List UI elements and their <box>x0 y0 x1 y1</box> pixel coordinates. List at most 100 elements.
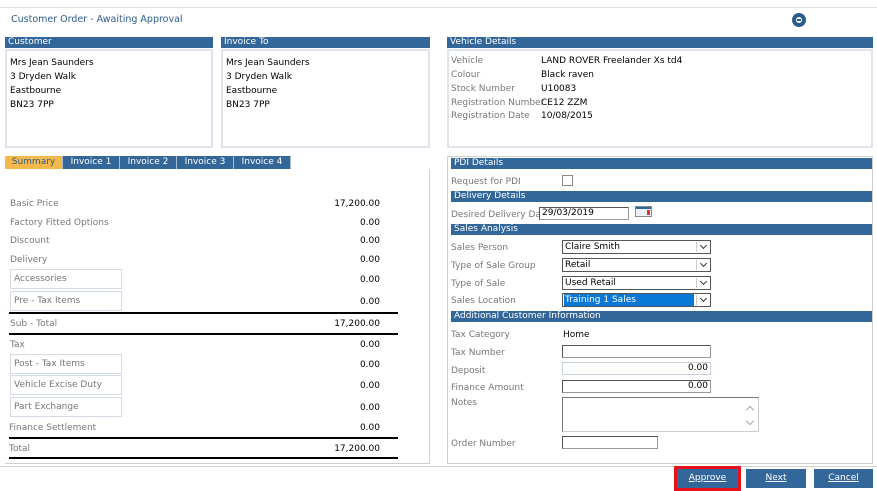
part-exchange-button[interactable]: Part Exchange <box>10 397 122 417</box>
colour-label: Colour <box>451 70 481 80</box>
tab-summary[interactable]: Summary <box>5 156 63 169</box>
type-of-sale-select[interactable]: Used Retail <box>562 276 711 290</box>
tax-label: Tax <box>10 340 25 350</box>
customer-name: Mrs Jean Saunders <box>10 58 94 68</box>
sales-location-label: Sales Location <box>451 296 516 306</box>
scroll-down-icon[interactable] <box>745 416 755 426</box>
pdi-details-header: PDI Details <box>451 158 872 169</box>
scroll-up-icon[interactable] <box>745 405 755 415</box>
help-chat-icon[interactable] <box>792 13 806 27</box>
notes-label: Notes <box>451 398 477 408</box>
sales-location-value: Training 1 Sales <box>564 294 694 306</box>
pre-tax-items-button[interactable]: Pre - Tax Items <box>10 291 122 311</box>
colour-value: Black raven <box>541 70 594 80</box>
desired-delivery-date-input[interactable]: 29/03/2019 <box>539 207 629 220</box>
registration-date-value: 10/08/2015 <box>541 111 593 121</box>
registration-number-label: Registration Number <box>451 98 545 108</box>
order-number-input[interactable] <box>562 436 658 449</box>
post-tax-items-button[interactable]: Post - Tax Items <box>10 354 122 374</box>
total-value: 17,200.00 <box>334 444 380 454</box>
order-details-panel <box>447 156 873 464</box>
request-pdi-checkbox[interactable] <box>562 175 573 186</box>
vehicle-value: LAND ROVER Freelander Xs td4 <box>541 56 683 66</box>
tab-invoice-3[interactable]: Invoice 3 <box>177 156 234 169</box>
vehicle-details-header: Vehicle Details <box>447 37 873 48</box>
calendar-icon[interactable] <box>635 206 652 217</box>
basic-price-value: 17,200.00 <box>334 199 380 209</box>
customer-address-box: Mrs Jean Saunders 3 Dryden Walk Eastbour… <box>5 49 213 148</box>
cancel-button[interactable]: Cancel <box>814 469 873 488</box>
summary-row-total: Total 17,200.00 <box>5 444 398 462</box>
basic-price-label: Basic Price <box>10 199 59 209</box>
tab-invoice-4[interactable]: Invoice 4 <box>234 156 291 169</box>
sales-location-select[interactable]: Training 1 Sales <box>562 293 711 307</box>
sales-analysis-header: Sales Analysis <box>451 224 872 235</box>
registration-date-label: Registration Date <box>451 111 530 121</box>
chevron-down-icon <box>696 260 709 270</box>
notes-textarea[interactable] <box>562 397 759 432</box>
summary-panel <box>5 169 430 464</box>
summary-row-post-tax-items: Post - Tax Items 0.00 <box>5 354 398 375</box>
invoice-to-header: Invoice To <box>221 37 430 48</box>
sales-person-label: Sales Person <box>451 243 509 253</box>
finance-amount-label: Finance Amount <box>451 383 524 393</box>
deposit-input[interactable]: 0.00 <box>562 362 711 375</box>
sales-person-select[interactable]: Claire Smith <box>562 240 711 254</box>
tax-number-input[interactable] <box>562 345 711 358</box>
discount-value: 0.00 <box>359 236 380 246</box>
stock-number-value: U10083 <box>541 84 577 94</box>
total-label: Total <box>9 444 31 454</box>
tab-invoice-1[interactable]: Invoice 1 <box>63 156 120 169</box>
tax-category-label: Tax Category <box>451 330 510 340</box>
type-of-sale-label: Type of Sale <box>451 279 506 289</box>
type-of-sale-group-select[interactable]: Retail <box>562 258 711 272</box>
customer-street: 3 Dryden Walk <box>10 72 76 82</box>
page-title: Customer Order - Awaiting Approval <box>11 14 183 25</box>
invoice-street: 3 Dryden Walk <box>226 72 292 82</box>
delivery-label: Delivery <box>10 255 48 265</box>
summary-row-accessories: Accessories 0.00 <box>5 269 398 290</box>
tax-category-value: Home <box>563 330 590 340</box>
summary-row-tax: Tax 0.00 <box>5 340 398 358</box>
accessories-button[interactable]: Accessories <box>10 269 122 289</box>
summary-row-discount: Discount 0.00 <box>5 236 398 254</box>
tax-value: 0.00 <box>359 340 380 350</box>
request-pdi-label: Request for PDI <box>451 177 521 187</box>
tax-number-label: Tax Number <box>451 348 505 358</box>
total-bottom-rule <box>9 457 398 459</box>
accessories-value: 0.00 <box>359 275 380 285</box>
type-of-sale-group-value: Retail <box>565 260 591 270</box>
registration-number-value: CE12 ZZM <box>541 98 588 108</box>
type-of-sale-value: Used Retail <box>565 278 616 288</box>
factory-options-label: Factory Fitted Options <box>10 218 109 228</box>
summary-row-basic-price: Basic Price 17,200.00 <box>5 199 398 217</box>
summary-row-finance-settlement: Finance Settlement 0.00 <box>5 423 398 441</box>
discount-label: Discount <box>10 236 50 246</box>
invoice-town: Eastbourne <box>226 86 278 96</box>
factory-options-value: 0.00 <box>359 218 380 228</box>
order-number-label: Order Number <box>451 439 516 449</box>
pre-tax-items-value: 0.00 <box>359 297 380 307</box>
chevron-down-icon <box>696 278 709 288</box>
summary-row-subtotal: Sub - Total 17,200.00 <box>5 319 398 337</box>
post-tax-items-value: 0.00 <box>359 360 380 370</box>
chevron-down-icon <box>696 242 709 252</box>
vehicle-excise-duty-button[interactable]: Vehicle Excise Duty <box>10 375 122 395</box>
summary-row-part-exchange: Part Exchange 0.00 <box>5 397 398 418</box>
part-exchange-value: 0.00 <box>359 403 380 413</box>
subtotal-label: Sub - Total <box>10 319 58 329</box>
summary-row-vehicle-excise-duty: Vehicle Excise Duty 0.00 <box>5 375 398 396</box>
next-button[interactable]: Next <box>746 469 806 488</box>
vehicle-label: Vehicle <box>451 56 484 66</box>
customer-header: Customer <box>5 37 213 48</box>
finance-amount-input[interactable]: 0.00 <box>562 380 711 393</box>
approve-button[interactable]: Approve <box>677 469 738 488</box>
tab-invoice-2[interactable]: Invoice 2 <box>120 156 177 169</box>
summary-row-pre-tax-items: Pre - Tax Items 0.00 <box>5 291 398 312</box>
deposit-label: Deposit <box>451 366 486 376</box>
invoice-name: Mrs Jean Saunders <box>226 58 310 68</box>
additional-customer-info-header: Additional Customer Information <box>451 311 872 322</box>
finance-settlement-value: 0.00 <box>359 423 380 433</box>
subtotal-value: 17,200.00 <box>334 319 380 329</box>
total-top-rule <box>9 437 398 439</box>
